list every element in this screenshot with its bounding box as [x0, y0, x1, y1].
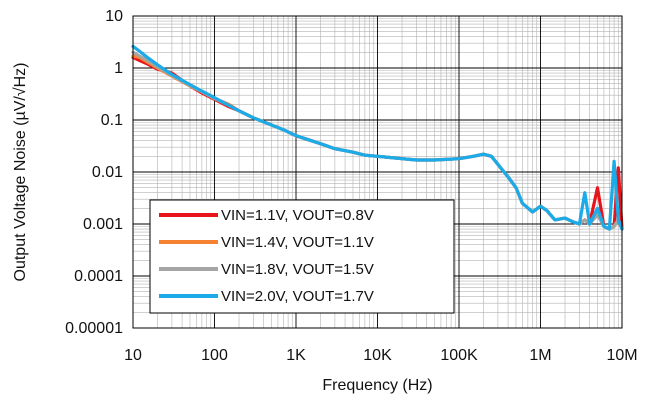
- x-tick-label: 1K: [286, 347, 306, 364]
- legend-label: VIN=1.4V, VOUT=1.1V: [221, 234, 374, 251]
- x-tick-label: 10: [124, 347, 142, 364]
- x-tick-label: 100K: [440, 347, 478, 364]
- x-tick-label: 10K: [363, 347, 392, 364]
- x-tick-labels: 10 100 1K 10K 100K 1M 10M: [124, 347, 637, 364]
- y-tick-label: 0.0001: [74, 268, 123, 285]
- y-tick-label: 0.001: [83, 216, 123, 233]
- legend-label: VIN=2.0V, VOUT=1.7V: [221, 288, 374, 305]
- series-lines: [131, 44, 624, 231]
- y-tick-label: 0.00001: [65, 320, 123, 337]
- x-tick-label: 1M: [529, 347, 551, 364]
- legend: VIN=1.1V, VOUT=0.8V VIN=1.4V, VOUT=1.1V VI…: [149, 199, 455, 314]
- y-tick-label: 10: [105, 8, 123, 25]
- series-line-4: [131, 44, 624, 231]
- y-tick-label: 0.01: [92, 164, 123, 181]
- x-axis-title: Frequency (Hz): [322, 377, 432, 394]
- legend-label: VIN=1.1V, VOUT=0.8V: [221, 207, 374, 224]
- y-axis-title: Output Voltage Noise (µV/√Hz): [12, 63, 29, 282]
- x-tick-label: 10M: [606, 347, 637, 364]
- y-tick-label: 0.1: [101, 112, 123, 129]
- y-tick-labels: 10 1 0.1 0.01 0.001 0.0001 0.00001: [65, 8, 123, 337]
- legend-label: VIN=1.8V, VOUT=1.5V: [221, 261, 374, 278]
- y-tick-label: 1: [114, 60, 123, 77]
- plot-frame: [132, 15, 623, 329]
- x-tick-label: 100: [201, 347, 228, 364]
